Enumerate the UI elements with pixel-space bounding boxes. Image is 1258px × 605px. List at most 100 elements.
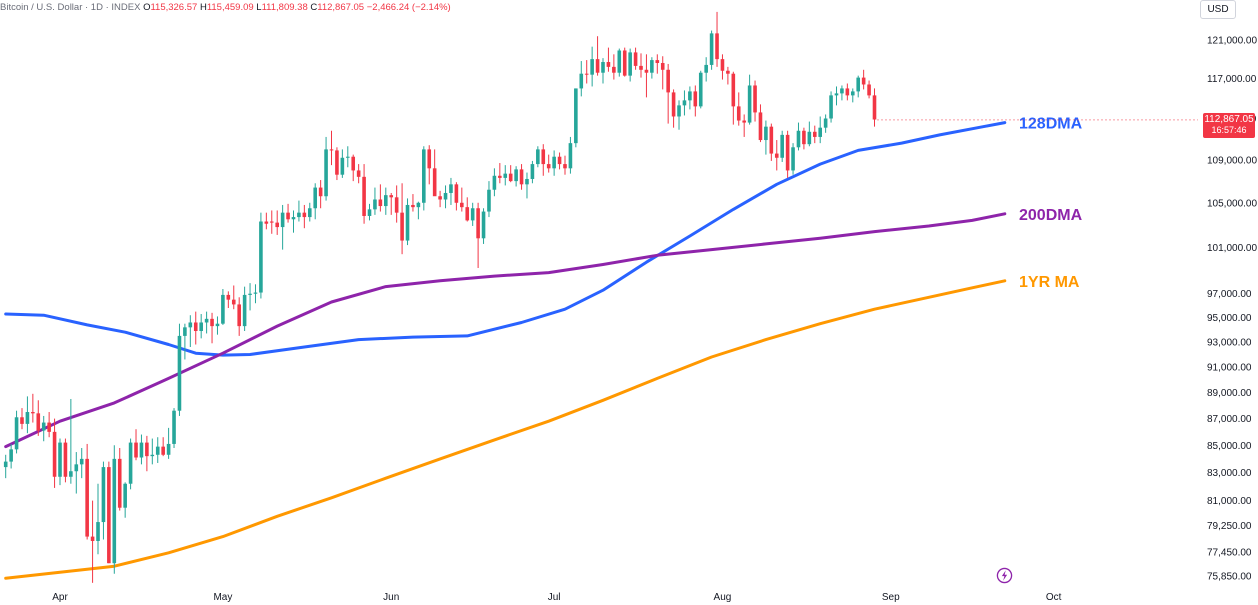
candle-body <box>508 173 513 182</box>
candle-body <box>802 130 806 145</box>
candle-body <box>422 149 426 203</box>
candle-body <box>123 483 127 508</box>
ma-line-1 <box>4 121 1007 357</box>
candle-body <box>134 442 138 458</box>
candle-body <box>329 149 334 151</box>
bar-countdown: 16:57:46 <box>1211 125 1247 135</box>
ohlc-open: O115,326.57 <box>143 2 198 13</box>
candle-body <box>438 196 442 200</box>
candle-body <box>454 184 459 203</box>
candle-body <box>639 65 643 70</box>
candle-body <box>460 202 464 208</box>
candle-body <box>628 52 632 76</box>
candle-body <box>552 156 556 169</box>
candle-body <box>698 72 703 107</box>
y-axis-label: 91,000.00 <box>1207 363 1252 374</box>
candle-body <box>845 88 850 96</box>
candle-body <box>394 197 399 213</box>
candle-body <box>726 70 730 74</box>
candle-body <box>128 442 133 484</box>
ma-label: 200DMA <box>1019 207 1083 224</box>
candle-body <box>221 294 225 324</box>
candle-body <box>199 322 203 332</box>
candle-body <box>411 204 415 208</box>
candle-body <box>20 417 24 424</box>
candle-body <box>302 212 307 218</box>
x-axis-label: Oct <box>1046 592 1062 603</box>
ma-line-3 <box>4 279 1007 580</box>
candle-body <box>872 95 877 120</box>
candle-body <box>166 443 171 455</box>
candle-body <box>622 50 627 76</box>
candle-body <box>226 294 231 300</box>
ma-label: 1YR MA <box>1019 274 1080 291</box>
candle-body <box>193 322 198 332</box>
x-axis-label: Aug <box>714 592 732 603</box>
candle-body <box>389 195 394 198</box>
candle-body <box>253 292 258 294</box>
candle-body <box>503 173 508 178</box>
candle-body <box>340 157 345 175</box>
candle-body <box>823 118 828 128</box>
candle-body <box>514 169 518 182</box>
candle-body <box>112 458 117 564</box>
candle-body <box>3 461 8 468</box>
y-axis-label: 101,000.00 <box>1207 243 1257 254</box>
candle-body <box>525 178 529 185</box>
candle-body <box>52 431 57 477</box>
candle-body <box>536 149 540 165</box>
candle-body <box>443 192 448 200</box>
candle-body <box>400 212 404 241</box>
x-axis-label: Jul <box>548 592 561 603</box>
candle-body <box>764 126 768 141</box>
candle-body <box>807 131 812 145</box>
candle-body <box>834 93 839 96</box>
candle-body <box>177 335 182 411</box>
candle-body <box>248 293 252 295</box>
candle-body <box>476 208 480 239</box>
candle-body <box>715 33 719 60</box>
y-axis-label: 97,000.00 <box>1207 289 1252 300</box>
candle-body <box>693 91 698 107</box>
candle-body <box>666 69 670 93</box>
currency-selector[interactable]: USD <box>1200 0 1236 19</box>
lightning-icon[interactable] <box>996 567 1013 584</box>
candle-body <box>318 187 323 197</box>
x-axis-label: May <box>213 592 232 603</box>
candle-body <box>612 66 616 73</box>
candle-body <box>731 73 736 107</box>
ma-label: 128DMA <box>1019 116 1083 133</box>
candle-body <box>769 126 774 154</box>
candle-body <box>85 458 89 537</box>
candle-body <box>856 77 861 92</box>
candle-body <box>470 208 475 221</box>
candle-body <box>758 112 763 141</box>
candle-body <box>9 449 13 462</box>
candle-body <box>373 199 377 210</box>
candle-body <box>280 212 285 228</box>
candle-body <box>345 156 350 158</box>
ohlc-close: C112,867.05 <box>310 2 365 13</box>
candle-body <box>90 536 95 541</box>
y-axis-label: 105,000.00 <box>1207 198 1257 209</box>
symbol-title: Bitcoin / U.S. Dollar · 1D · INDEX <box>0 2 141 13</box>
y-axis-label: 85,000.00 <box>1207 441 1252 452</box>
candle-body <box>378 199 383 207</box>
candle-body <box>237 304 241 327</box>
candle-body <box>785 134 790 171</box>
candle-body <box>242 294 247 327</box>
y-axis-label: 79,250.00 <box>1207 521 1252 532</box>
candle-body <box>660 62 665 70</box>
candle-body <box>63 442 68 477</box>
candle-body <box>791 147 795 171</box>
candle-body <box>829 95 833 119</box>
candle-body <box>96 522 100 541</box>
candle-body <box>204 318 209 323</box>
candle-body <box>753 85 757 113</box>
candle-body <box>183 327 187 336</box>
candle-body <box>14 417 19 450</box>
candle-body <box>546 164 551 169</box>
candle-body <box>297 212 301 218</box>
candle-body <box>606 62 611 67</box>
